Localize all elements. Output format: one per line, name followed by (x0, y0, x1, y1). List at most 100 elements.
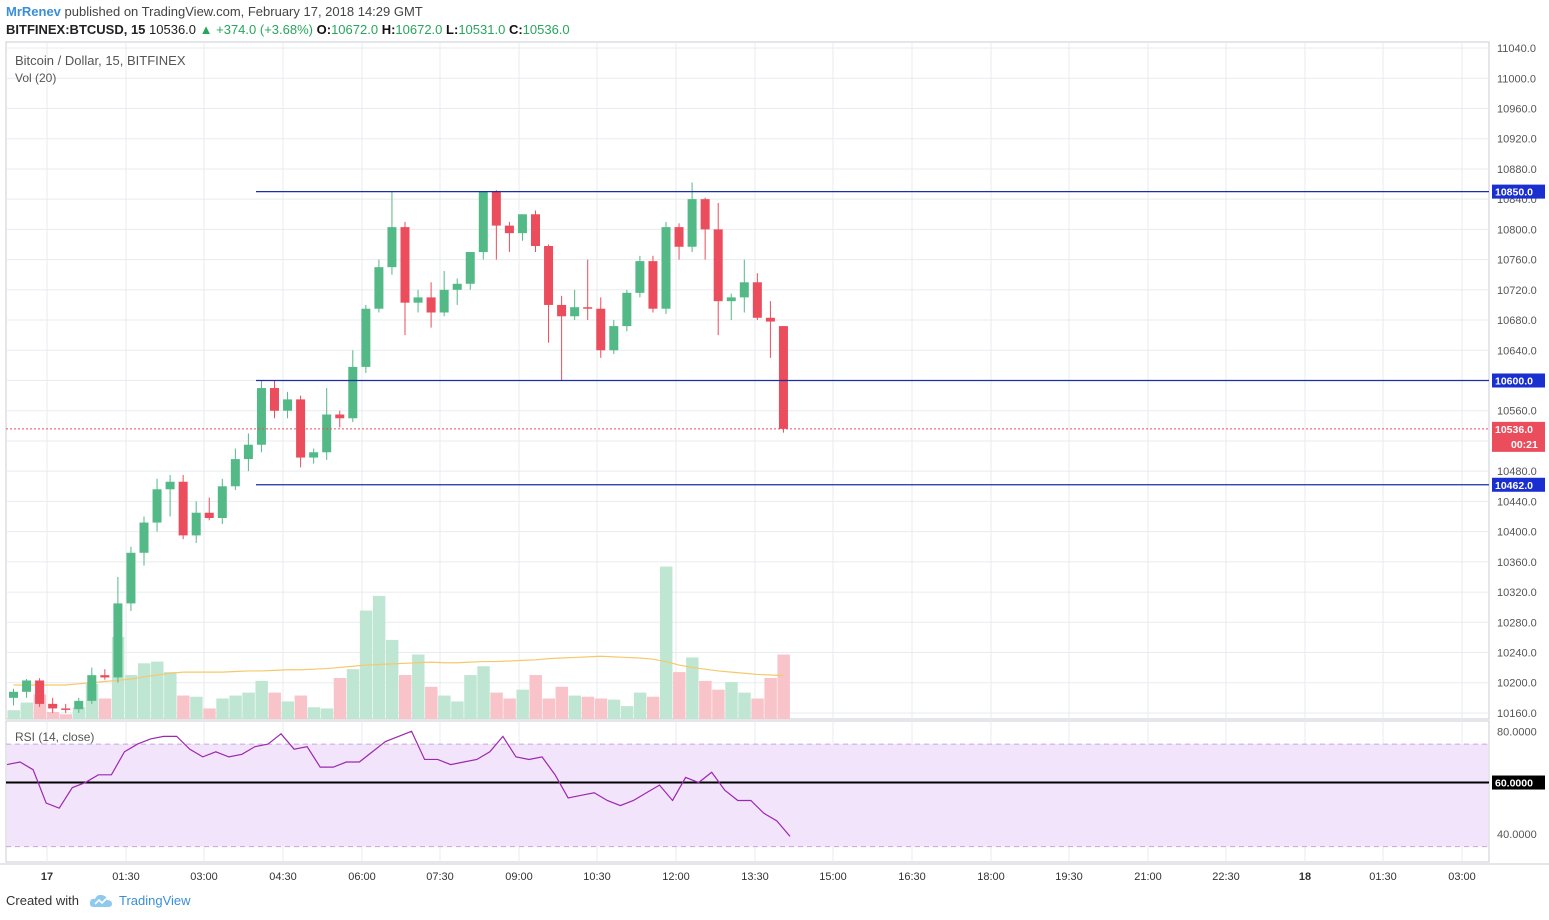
x-tick-label: 10:30 (583, 871, 611, 883)
candle-body (48, 703, 58, 709)
main-series-legend: Bitcoin / Dollar, 15, BITFINEX (15, 53, 186, 68)
candle (491, 190, 501, 260)
volume-bar (46, 711, 60, 719)
candle (191, 501, 201, 543)
tradingview-brand[interactable]: TradingView (89, 893, 191, 908)
high-label: H: (381, 22, 396, 37)
candle-body (439, 289, 449, 313)
candle-body (256, 388, 266, 445)
candle (322, 388, 332, 460)
last-price: 10536.0 (149, 22, 197, 37)
x-tick-label: 21:00 (1134, 871, 1162, 883)
candle (139, 516, 149, 566)
x-tick-label: 03:00 (190, 871, 218, 883)
candle (400, 221, 410, 336)
candle-body (648, 261, 658, 309)
candle-body (713, 229, 723, 302)
volume-bar (555, 686, 569, 719)
volume-bar (451, 701, 464, 719)
brand-label: TradingView (118, 893, 191, 908)
candle (243, 433, 253, 472)
candle (583, 259, 593, 321)
volume-bar (686, 657, 699, 719)
y-tick-label: 10720.0 (1497, 285, 1537, 297)
footer: Created with TradingView (6, 893, 191, 908)
volume-bar (151, 661, 164, 719)
candle-body (113, 603, 123, 678)
candle-body (583, 307, 593, 309)
close-label: C: (508, 22, 523, 37)
candle-body (217, 486, 227, 519)
candle (413, 289, 423, 313)
candle (152, 478, 162, 532)
author-link[interactable]: MrRenev (6, 4, 61, 19)
x-tick-label: 03:00 (1448, 871, 1476, 883)
candle (87, 667, 97, 704)
y-tick-label: 10400.0 (1497, 527, 1537, 539)
y-tick-label: 10200.0 (1497, 678, 1537, 690)
candle (100, 669, 110, 680)
candle (752, 273, 762, 321)
candle (570, 289, 580, 321)
created-with-label: Created with (6, 893, 79, 908)
candle (9, 688, 18, 706)
volume-bar (203, 708, 216, 719)
x-tick-label: 16:30 (898, 871, 926, 883)
level-price-tag (1492, 184, 1545, 199)
volume-bar (581, 696, 595, 719)
candle (35, 678, 45, 707)
candle (22, 678, 32, 698)
candle-body (778, 326, 788, 429)
volume-bar (229, 695, 242, 719)
candle-body (674, 227, 684, 247)
x-tick-label: 22:30 (1212, 871, 1240, 883)
candle-body (387, 227, 397, 268)
volume-bar (138, 663, 151, 719)
candle-body (335, 414, 345, 419)
candle-body (374, 267, 384, 309)
rsi-level-tag (1492, 775, 1545, 790)
candle (335, 410, 345, 428)
candle-series (9, 182, 788, 713)
volume-bar (660, 566, 673, 719)
y-tick-label: 10960.0 (1497, 103, 1537, 115)
candle (687, 182, 697, 253)
low-value: 10531.0 (458, 22, 506, 37)
candle (387, 191, 397, 275)
volume-bar (294, 695, 308, 719)
candle (61, 703, 71, 713)
candle-body (426, 297, 436, 313)
candle (256, 380, 266, 453)
open-label: O: (316, 22, 332, 37)
low-label: L: (446, 22, 459, 37)
y-tick-label: 10800.0 (1497, 224, 1537, 236)
x-tick-label: 19:30 (1055, 871, 1083, 883)
volume-bar (594, 698, 608, 719)
candle (778, 326, 788, 433)
y-tick-label: 10360.0 (1497, 557, 1537, 569)
candle-body (178, 481, 188, 536)
x-tick-label: 13:30 (741, 871, 769, 883)
level-price-label: 10462.0 (1495, 480, 1533, 492)
y-tick-label: 10920.0 (1497, 134, 1537, 146)
candle (283, 391, 293, 419)
candle-body (230, 459, 240, 487)
candle (739, 259, 749, 313)
high-value: 10672.0 (395, 22, 443, 37)
candle (74, 697, 84, 713)
rsi-legend: RSI (14, close) (15, 730, 95, 744)
volume-bar (490, 692, 503, 719)
candle (270, 380, 279, 419)
candle (48, 697, 58, 713)
y-tick-label: 10240.0 (1497, 648, 1537, 660)
publish-line: MrRenev published on TradingView.com, Fe… (6, 4, 423, 19)
candle (531, 210, 540, 253)
x-tick-label: 04:30 (269, 871, 297, 883)
candle (596, 297, 606, 358)
volume-bar (503, 698, 516, 719)
volume-bar (516, 689, 529, 719)
candle-body (165, 481, 175, 490)
candle-body (596, 308, 606, 351)
candle (165, 474, 175, 517)
